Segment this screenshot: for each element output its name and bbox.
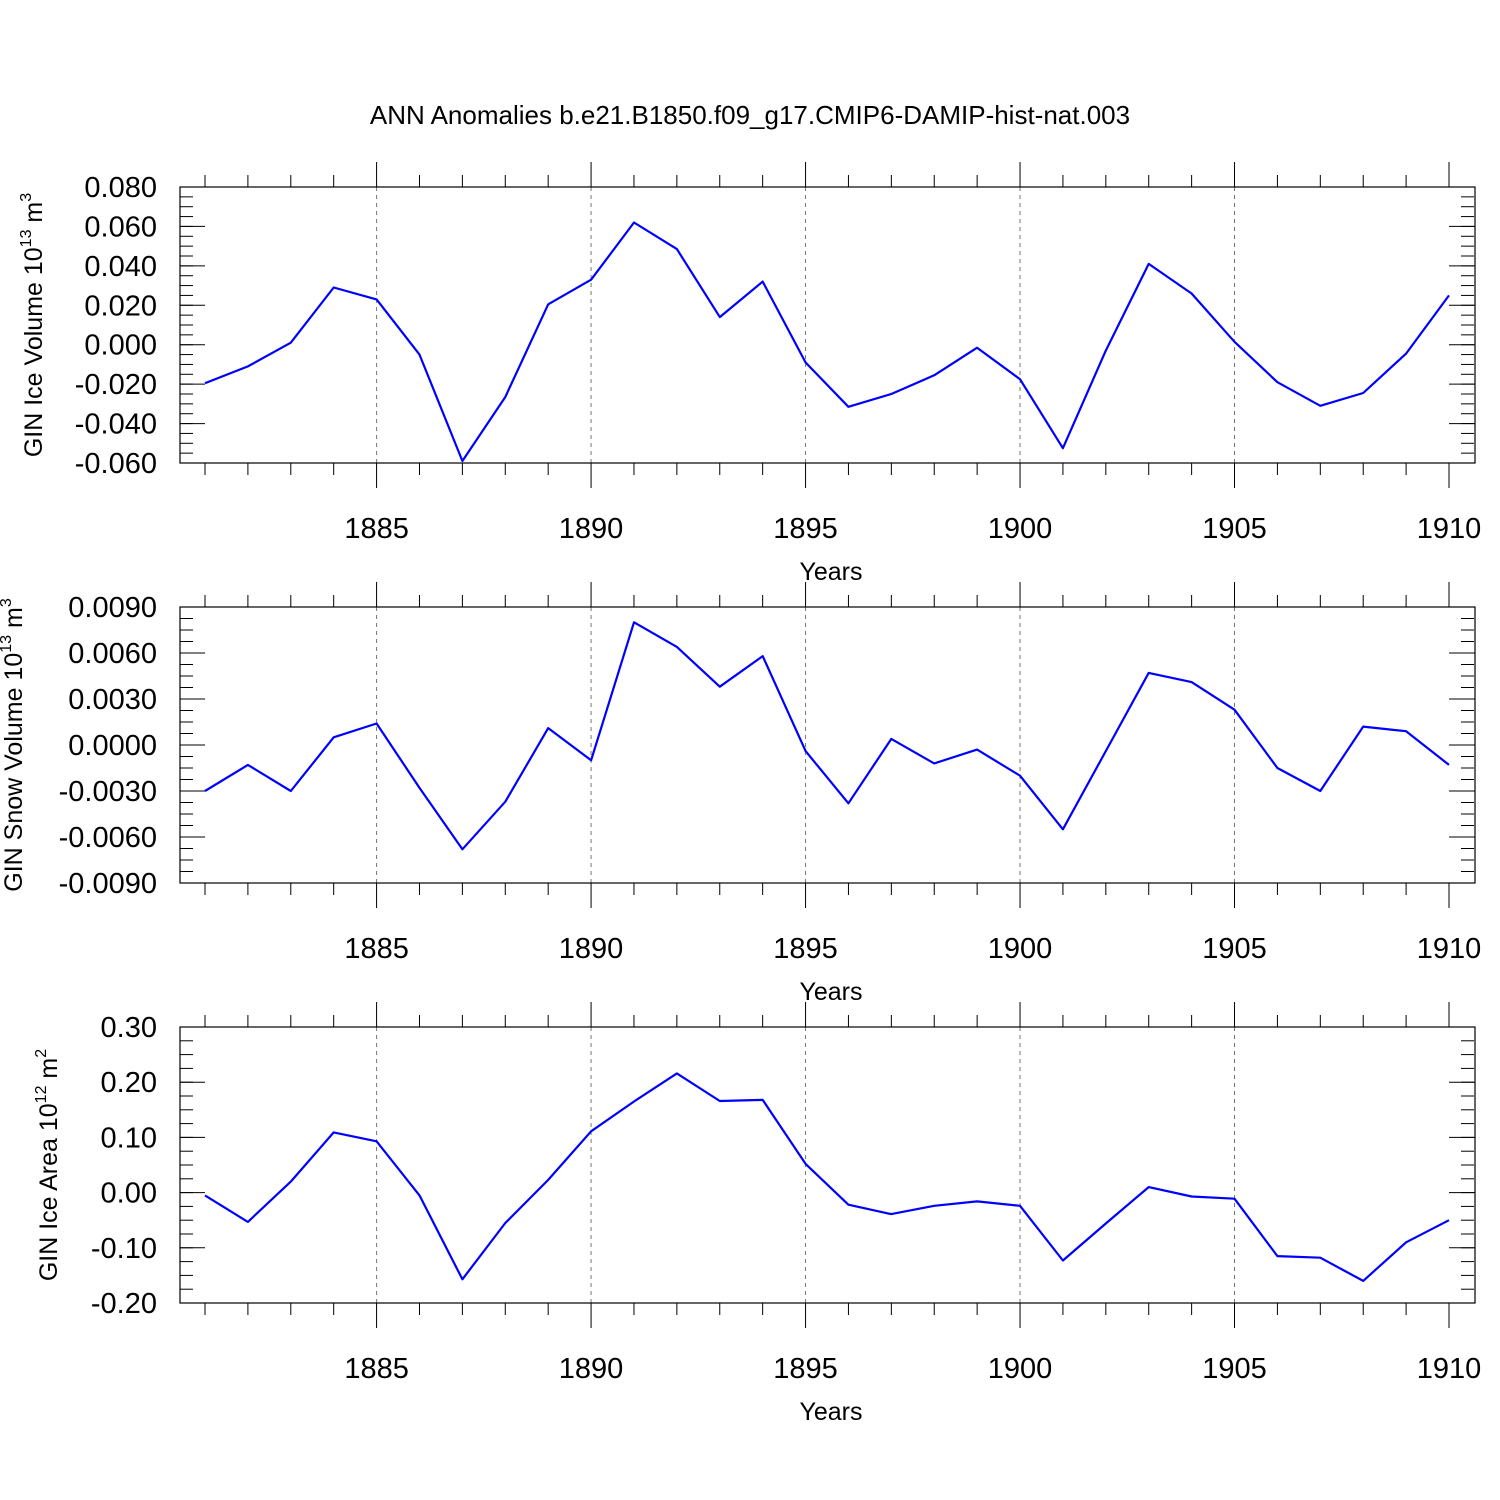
y-tick-label: -0.0090 xyxy=(59,868,157,900)
series-line xyxy=(204,621,1450,851)
x-tick-label: 1895 xyxy=(773,933,838,965)
y-tick-label: -0.020 xyxy=(75,369,157,401)
y-axis-title: GIN Ice Area 1012 m2 xyxy=(33,1049,63,1281)
panel-ice-area: -0.20 -0.10 0.00 0.10 0.20 0.30 1885 1890 1895 19… xyxy=(33,1002,1481,1426)
y-tick-label: 0.0090 xyxy=(68,592,157,624)
y-tick-label: 0.0030 xyxy=(68,684,157,716)
y-tick-label: 0.080 xyxy=(84,172,157,204)
x-tick-label: 1885 xyxy=(344,933,409,965)
x-tick-label: 1900 xyxy=(988,513,1053,545)
x-tick-label: 1910 xyxy=(1417,513,1482,545)
y-tick-label: -0.0060 xyxy=(59,822,157,854)
y-tick-label: 0.0000 xyxy=(68,730,157,762)
x-tick-label: 1905 xyxy=(1202,1353,1267,1385)
y-tick-label: 0.040 xyxy=(84,251,157,283)
y-tick-label: -0.0030 xyxy=(59,776,157,808)
y-tick-label: 0.00 xyxy=(101,1178,157,1210)
x-tick-label: 1885 xyxy=(344,1353,409,1385)
y-axis-title: GIN Ice Volume 1013 m3 xyxy=(18,193,48,457)
series-line xyxy=(204,1072,1450,1283)
x-tick-label: 1895 xyxy=(773,513,838,545)
x-tick-label: 1910 xyxy=(1417,933,1482,965)
figure-title: ANN Anomalies b.e21.B1850.f09_g17.CMIP6-… xyxy=(370,100,1130,130)
x-tick-label: 1900 xyxy=(988,1353,1053,1385)
series-line xyxy=(204,221,1450,463)
y-tick-label: 0.30 xyxy=(101,1012,157,1044)
y-tick-label: 0.0060 xyxy=(68,638,157,670)
x-tick-label: 1890 xyxy=(559,513,624,545)
x-axis-title: Years xyxy=(799,558,862,586)
y-tick-label: 0.000 xyxy=(84,330,157,362)
y-tick-label: 0.20 xyxy=(101,1067,157,1099)
x-tick-label: 1910 xyxy=(1417,1353,1482,1385)
x-tick-label: 1895 xyxy=(773,1353,838,1385)
y-tick-label: -0.040 xyxy=(75,409,157,441)
x-tick-label: 1890 xyxy=(559,933,624,965)
x-tick-label: 1885 xyxy=(344,513,409,545)
y-tick-label: 0.020 xyxy=(84,290,157,322)
x-tick-label: 1890 xyxy=(559,1353,624,1385)
panel-snow-volume: -0.0090 -0.0060 -0.0030 0.0000 0.0030 0.0060 0… xyxy=(0,582,1481,1006)
x-axis-title: Years xyxy=(799,1398,862,1426)
y-tick-label: -0.060 xyxy=(75,448,157,480)
panel-ice-volume: -0.060 -0.040 -0.020 0.000 0.020 0.040 0.060 0.… xyxy=(18,162,1481,586)
x-tick-label: 1905 xyxy=(1202,513,1267,545)
x-tick-label: 1900 xyxy=(988,933,1053,965)
y-tick-label: 0.10 xyxy=(101,1122,157,1154)
y-axis-title: GIN Snow Volume 1013 m3 xyxy=(0,598,28,892)
y-tick-label: 0.060 xyxy=(84,211,157,243)
y-tick-label: -0.20 xyxy=(91,1288,157,1320)
y-tick-label: -0.10 xyxy=(91,1233,157,1265)
x-tick-label: 1905 xyxy=(1202,933,1267,965)
x-axis-title: Years xyxy=(799,978,862,1006)
